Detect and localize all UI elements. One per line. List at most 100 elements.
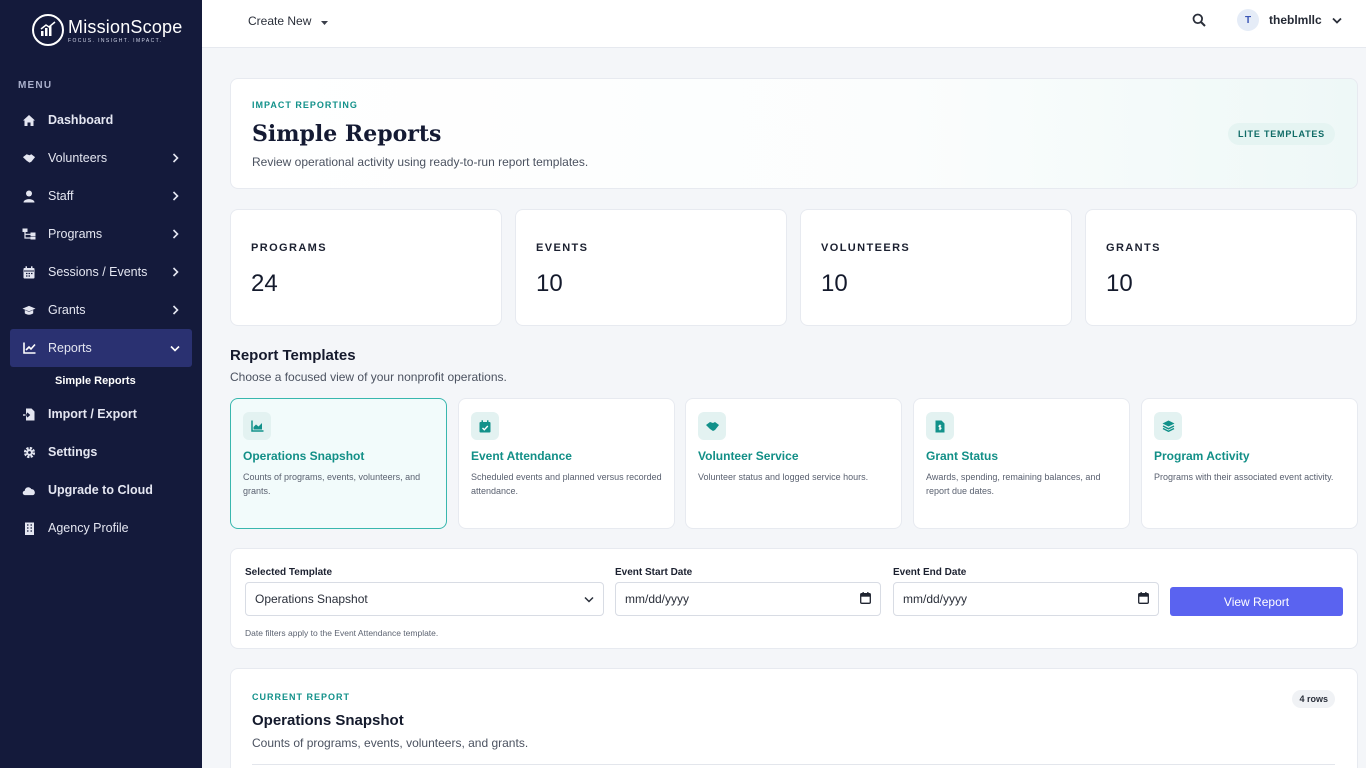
stat-card-grants: GRANTS 10: [1085, 209, 1357, 326]
selected-template-label: Selected Template: [245, 567, 333, 578]
brand-tagline: FOCUS. INSIGHT. IMPACT.: [68, 37, 163, 44]
sidebar-item-grants[interactable]: Grants: [10, 291, 192, 329]
event-end-date-placeholder: mm/dd/yyyy: [903, 592, 968, 606]
stat-card-volunteers: VOLUNTEERS 10: [800, 209, 1072, 326]
chevron-down-icon: [584, 592, 594, 606]
stat-card-programs: PROGRAMS 24: [230, 209, 502, 326]
stat-value: 10: [1106, 270, 1133, 297]
event-start-date-label: Event Start Date: [615, 567, 693, 578]
user-menu[interactable]: T theblmllc: [1237, 9, 1342, 31]
handshake-icon: [698, 412, 726, 440]
template-description: Programs with their associated event act…: [1154, 472, 1334, 482]
stat-label: PROGRAMS: [251, 242, 327, 254]
sidebar-item-sessions-events[interactable]: Sessions / Events: [10, 253, 192, 291]
template-card-event-attendance[interactable]: Event Attendance Scheduled events and pl…: [458, 398, 675, 529]
template-description: Volunteer status and logged service hour…: [698, 472, 869, 482]
template-description: Awards, spending, remaining balances, an…: [926, 472, 1101, 496]
handshake-icon: [22, 151, 36, 165]
template-title: Event Attendance: [471, 449, 572, 463]
template-description: Counts of programs, events, volunteers, …: [243, 472, 421, 496]
chart-area-icon: [243, 412, 271, 440]
create-new-dropdown[interactable]: Create New: [248, 14, 329, 28]
caret-down-icon: [321, 14, 329, 28]
cloud-icon: [22, 483, 36, 497]
report-templates-title: Report Templates: [230, 347, 356, 364]
template-title: Operations Snapshot: [243, 449, 365, 463]
sidebar-item-label: Dashboard: [48, 113, 114, 127]
template-card-grant-status[interactable]: Grant Status Awards, spending, remaining…: [913, 398, 1130, 529]
sidebar-item-label: Sessions / Events: [48, 265, 148, 279]
sidebar-item-agency-profile[interactable]: Agency Profile: [10, 509, 192, 547]
sidebar-item-label: Agency Profile: [48, 521, 129, 535]
sidebar-item-import-export[interactable]: Import / Export: [10, 395, 192, 433]
layer-group-icon: [1154, 412, 1182, 440]
current-report-subtitle: Counts of programs, events, volunteers, …: [252, 736, 529, 750]
sidebar-item-reports[interactable]: Reports: [10, 329, 192, 367]
sidebar-item-programs[interactable]: Programs: [10, 215, 192, 253]
sidebar-item-label: Staff: [48, 189, 74, 203]
date-filter-note: Date filters apply to the Event Attendan…: [245, 628, 439, 638]
template-description: Scheduled events and planned versus reco…: [471, 472, 662, 496]
chevron-down-icon: [1332, 11, 1342, 29]
search-icon[interactable]: [1192, 13, 1208, 29]
page-eyebrow: IMPACT REPORTING: [252, 100, 358, 110]
template-title: Grant Status: [926, 449, 999, 463]
current-report-card: CURRENT REPORT Operations Snapshot Count…: [230, 668, 1358, 768]
graduation-cap-icon: [22, 303, 36, 317]
gear-icon: [22, 445, 36, 459]
view-report-button[interactable]: View Report: [1170, 587, 1343, 616]
page-subtitle: Review operational activity using ready-…: [252, 155, 589, 169]
sidebar-item-label: Grants: [48, 303, 86, 317]
event-end-date-input[interactable]: mm/dd/yyyy: [893, 582, 1159, 616]
page-title: Simple Reports: [252, 121, 442, 147]
chevron-right-icon: [170, 191, 180, 201]
sidebar-item-label: Reports: [48, 341, 92, 355]
event-start-date-input[interactable]: mm/dd/yyyy: [615, 582, 881, 616]
menu-label: MENU: [18, 80, 53, 91]
brand-logo[interactable]: MissionScope FOCUS. INSIGHT. IMPACT.: [32, 14, 182, 46]
template-card-operations-snapshot[interactable]: Operations Snapshot Counts of programs, …: [230, 398, 447, 529]
sidebar-subitem-simple-reports[interactable]: Simple Reports: [55, 375, 136, 387]
username: theblmllc: [1269, 13, 1322, 27]
page-header-card: IMPACT REPORTING Simple Reports Review o…: [230, 78, 1358, 189]
template-title: Program Activity: [1154, 449, 1250, 463]
sidebar-item-upgrade-to-cloud[interactable]: Upgrade to Cloud: [10, 471, 192, 509]
sidebar-item-settings[interactable]: Settings: [10, 433, 192, 471]
lite-templates-badge: LITE TEMPLATES: [1227, 123, 1335, 145]
create-new-label: Create New: [248, 14, 312, 28]
sidebar-item-label: Import / Export: [48, 407, 137, 421]
sidebar: MissionScope FOCUS. INSIGHT. IMPACT. MEN…: [0, 0, 202, 768]
brand-name: MissionScope: [68, 16, 183, 37]
file-invoice-dollar-icon: [926, 412, 954, 440]
topbar: Create New T theblmllc: [202, 0, 1366, 48]
chevron-right-icon: [170, 267, 180, 277]
file-import-icon: [22, 407, 36, 421]
selected-template-value: Operations Snapshot: [255, 592, 368, 606]
calendar-icon: [860, 591, 871, 607]
calendar-check-icon: [471, 412, 499, 440]
event-start-date-placeholder: mm/dd/yyyy: [625, 592, 690, 606]
sidebar-item-dashboard[interactable]: Dashboard: [10, 101, 192, 139]
current-report-eyebrow: CURRENT REPORT: [252, 692, 351, 702]
current-report-title: Operations Snapshot: [252, 712, 404, 729]
stat-card-events: EVENTS 10: [515, 209, 787, 326]
sidebar-item-staff[interactable]: Staff: [10, 177, 192, 215]
sitemap-icon: [22, 227, 36, 241]
template-card-program-activity[interactable]: Program Activity Programs with their ass…: [1141, 398, 1358, 529]
stat-value: 24: [251, 270, 278, 297]
sidebar-item-volunteers[interactable]: Volunteers: [10, 139, 192, 177]
calendar-icon: [22, 265, 36, 279]
divider: [252, 764, 1335, 765]
chevron-right-icon: [170, 153, 180, 163]
home-icon: [22, 113, 36, 127]
event-end-date-label: Event End Date: [893, 567, 967, 578]
stat-value: 10: [536, 270, 563, 297]
report-filters: Selected Template Operations Snapshot Ev…: [230, 548, 1358, 649]
stat-label: VOLUNTEERS: [821, 242, 911, 254]
stat-value: 10: [821, 270, 848, 297]
stat-label: EVENTS: [536, 242, 589, 254]
user-icon: [22, 189, 36, 203]
selected-template-select[interactable]: Operations Snapshot: [245, 582, 604, 616]
template-card-volunteer-service[interactable]: Volunteer Service Volunteer status and l…: [685, 398, 902, 529]
rows-count-badge: 4 rows: [1292, 690, 1335, 708]
